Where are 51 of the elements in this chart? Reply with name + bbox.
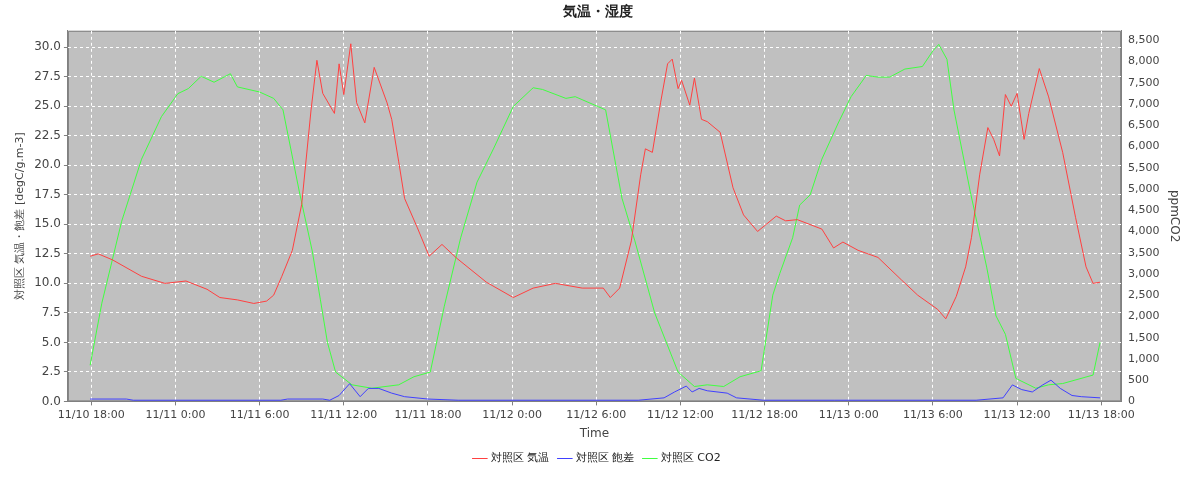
y-tick-label: 22.5: [34, 127, 61, 142]
x-tick-label: 11/11 6:00: [229, 407, 290, 421]
x-tick-label: 11/13 0:00: [818, 407, 879, 421]
y2-tick-label: 2,000: [1128, 309, 1160, 323]
x-tick-label: 11/12 6:00: [566, 407, 627, 421]
y-tick-label: 2.5: [41, 364, 61, 379]
y2-tick-label: 7,000: [1128, 96, 1160, 110]
y-tick-label: 7.5: [41, 305, 61, 320]
y2-tick-label: 7,500: [1128, 75, 1160, 89]
y2-tick-label: 1,000: [1128, 351, 1160, 365]
chart-title: 気温・湿度: [561, 3, 633, 20]
y-tick-label: 0.0: [41, 393, 61, 408]
y2-tick-label: 8,500: [1128, 33, 1160, 47]
legend-label: 対照区 CO2: [660, 451, 721, 465]
x-tick-label: 11/13 18:00: [1067, 407, 1135, 421]
y-axis-title: 対照区 気温・飽差 [degC/g.m-3]: [13, 132, 27, 301]
y2-tick-label: 500: [1128, 373, 1150, 387]
y-tick-label: 25.0: [34, 98, 61, 113]
x-tick-label: 11/11 18:00: [394, 407, 462, 421]
legend-label: 対照区 気温: [490, 451, 550, 465]
y2-tick-label: 3,500: [1128, 245, 1160, 259]
y2-tick-label: 4,500: [1128, 203, 1160, 217]
x-tick-label: 11/11 12:00: [310, 407, 378, 421]
legend-label: 対照区 飽差: [575, 451, 635, 465]
y2-tick-label: 4,000: [1128, 224, 1160, 238]
x-tick-label: 11/10 18:00: [57, 407, 125, 421]
y-tick-label: 27.5: [34, 68, 61, 83]
x-tick-label: 11/11 0:00: [145, 407, 206, 421]
y-tick-label: 10.0: [34, 275, 61, 290]
y2-tick-label: 3,000: [1128, 266, 1160, 280]
x-tick-label: 11/13 6:00: [902, 407, 963, 421]
x-tick-label: 11/12 12:00: [646, 407, 714, 421]
y2-tick-label: 0: [1128, 394, 1136, 408]
y2-tick-label: 6,000: [1128, 139, 1160, 153]
y2-tick-label: 5,000: [1128, 181, 1160, 195]
y-tick-label: 20.0: [34, 157, 61, 172]
y2-tick-label: 5,500: [1128, 160, 1160, 174]
y-tick-label: 15.0: [34, 216, 61, 231]
x-axis-title: Time: [578, 425, 610, 440]
x-tick-label: 11/12 18:00: [731, 407, 799, 421]
y2-axis-title: ppmCO2: [1167, 189, 1182, 243]
y2-tick-label: 1,500: [1128, 330, 1160, 344]
y-tick-label: 30.0: [34, 39, 61, 54]
x-tick-label: 11/12 0:00: [482, 407, 543, 421]
y2-tick-label: 2,500: [1128, 288, 1160, 302]
x-tick-label: 11/13 12:00: [983, 407, 1051, 421]
y-tick-label: 17.5: [34, 186, 61, 201]
y2-tick-label: 8,000: [1128, 54, 1160, 68]
y2-tick-label: 6,500: [1128, 118, 1160, 132]
y-tick-label: 12.5: [34, 245, 61, 260]
y-tick-label: 5.0: [41, 334, 61, 349]
